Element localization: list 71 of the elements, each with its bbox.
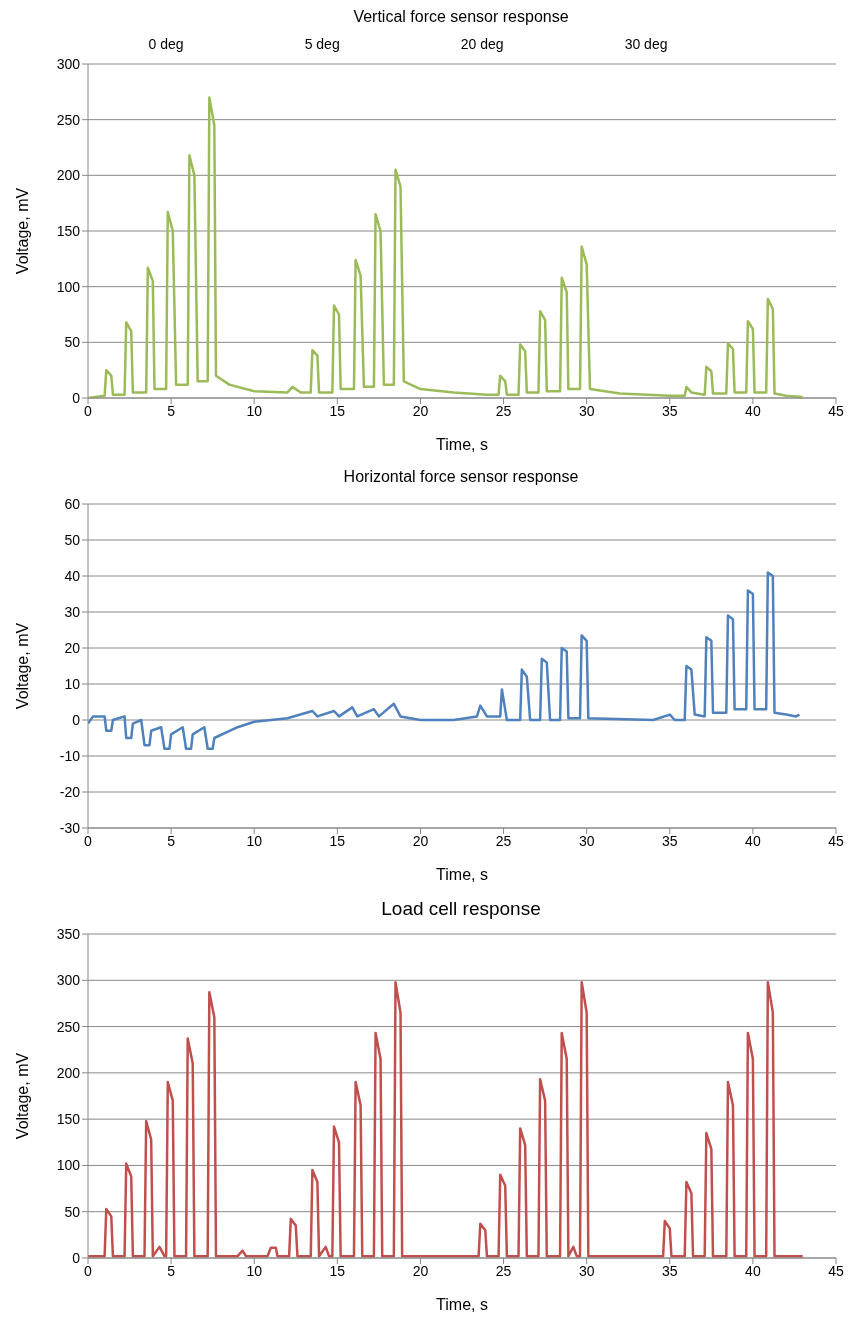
x-axis-title: Time, s: [436, 1296, 488, 1313]
x-tick-label: 45: [828, 402, 844, 419]
y-tick-label: -20: [59, 783, 81, 800]
x-tick-label: 5: [167, 1262, 176, 1279]
x-tick-label: 45: [828, 1262, 844, 1279]
y-tick-label: 0: [72, 711, 81, 728]
x-tick-label: 20: [412, 832, 429, 849]
x-tick-label: 35: [661, 1262, 678, 1279]
x-tick-label: 15: [329, 832, 346, 849]
x-tick-label: 10: [246, 832, 263, 849]
x-tick-label: 5: [167, 402, 176, 419]
y-tick-label: 20: [64, 639, 81, 656]
y-tick-label: 300: [56, 972, 81, 989]
x-tick-label: 15: [329, 402, 346, 419]
x-tick-label: 15: [329, 1262, 346, 1279]
x-tick-label: 0: [84, 832, 93, 849]
x-tick-label: 10: [246, 402, 263, 419]
y-tick-label: 200: [56, 167, 81, 184]
chart-title: Horizontal force sensor response: [342, 468, 580, 486]
y-tick-label: 100: [56, 278, 81, 295]
y-tick-label: -30: [59, 819, 81, 836]
x-axis-title: Time, s: [436, 436, 488, 453]
y-axis-title: Voltage, mV: [13, 187, 31, 275]
line-series: [88, 980, 805, 1258]
text: 5 deg: [304, 36, 340, 52]
y-tick-label: 250: [56, 1018, 81, 1035]
x-tick-label: 35: [661, 402, 678, 419]
x-tick-label: 30: [578, 832, 595, 849]
line-series: [88, 571, 801, 751]
text: 30 deg: [624, 36, 668, 52]
x-tick-label: 10: [246, 1262, 263, 1279]
y-tick-label: 30: [64, 603, 81, 620]
y-tick-label: 250: [56, 111, 81, 128]
x-tick-label: 35: [661, 832, 678, 849]
x-tick-label: 30: [578, 1262, 595, 1279]
y-tick-label: -10: [59, 747, 81, 764]
x-tick-label: 30: [578, 402, 595, 419]
y-axis-title: Voltage, mV: [13, 622, 31, 710]
y-tick-label: 50: [64, 531, 81, 548]
x-tick-label: 25: [495, 832, 512, 849]
y-tick-label: 200: [56, 1064, 81, 1081]
y-tick-label: 0: [72, 389, 81, 406]
x-tick-label: 25: [495, 402, 512, 419]
x-tick-label: 45: [828, 832, 844, 849]
x-tick-label: 40: [745, 402, 761, 419]
y-tick-label: 0: [72, 1249, 81, 1266]
y-tick-label: 40: [64, 567, 81, 584]
y-tick-label: 10: [64, 675, 81, 692]
x-tick-label: 0: [84, 402, 93, 419]
y-tick-label: 300: [56, 55, 81, 72]
y-axis-title: Voltage, mV: [13, 1052, 31, 1140]
x-tick-label: 20: [412, 1262, 429, 1279]
line-series: [88, 96, 805, 398]
chart-title: Load cell response: [380, 898, 542, 920]
x-tick-label: 5: [167, 832, 176, 849]
y-tick-label: 100: [56, 1157, 81, 1174]
y-tick-label: 150: [56, 1111, 81, 1128]
y-tick-label: 350: [56, 925, 81, 942]
x-tick-label: 0: [84, 1262, 93, 1279]
y-tick-label: 150: [56, 222, 81, 239]
text: 20 deg: [460, 36, 504, 52]
x-tick-label: 25: [495, 1262, 512, 1279]
y-tick-label: 50: [64, 1203, 81, 1220]
x-tick-label: 20: [412, 402, 429, 419]
text: 0 deg: [148, 36, 184, 52]
y-tick-label: 60: [64, 495, 81, 512]
x-axis-title: Time, s: [436, 866, 488, 883]
chart-title: Vertical force sensor response: [352, 8, 570, 26]
x-tick-label: 40: [745, 1262, 761, 1279]
x-tick-label: 40: [745, 832, 761, 849]
y-tick-label: 50: [64, 334, 81, 351]
